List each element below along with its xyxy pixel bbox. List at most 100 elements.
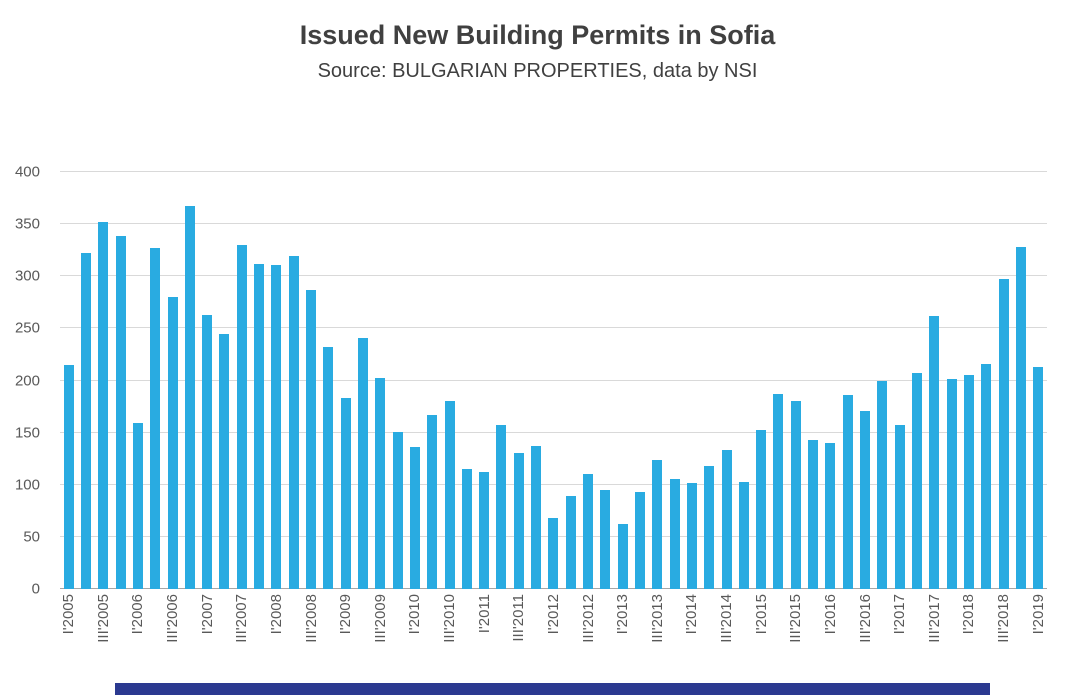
x-tick-label: III'2006 [164, 594, 182, 643]
bar [600, 489, 611, 589]
x-tick-slot: III'2014 [718, 594, 735, 684]
x-tick-label: I'2008 [267, 594, 285, 635]
x-tick-slot: III'2011 [510, 594, 527, 684]
bar [808, 439, 819, 589]
bar-slot [1012, 172, 1029, 589]
x-tick-slot [458, 594, 475, 684]
y-tick-label: 350 [14, 215, 40, 233]
x-tick-slot: I'2005 [60, 594, 77, 684]
x-tick-label: I'2019 [1029, 594, 1047, 635]
x-tick-slot: III'2012 [579, 594, 597, 684]
x-tick-slot: I'2012 [545, 594, 562, 684]
bar [461, 469, 472, 589]
bar-slot [770, 172, 787, 589]
x-tick-slot: I'2010 [406, 594, 423, 684]
x-tick-label: I'2015 [752, 594, 770, 635]
bar-slot [822, 172, 839, 589]
x-tick-slot [978, 594, 995, 684]
x-tick-label: III'2013 [648, 594, 666, 643]
y-tick-label: 300 [14, 267, 40, 285]
x-tick-label: III'2012 [579, 594, 597, 643]
x-tick-label: III'2011 [510, 594, 528, 642]
bar-slot [77, 172, 94, 589]
x-tick-slot: III'2018 [995, 594, 1012, 684]
bars [60, 172, 1047, 589]
x-tick-slot: I'2017 [891, 594, 908, 684]
bar-slot [787, 172, 804, 589]
x-tick-slot [181, 594, 198, 684]
x-tick-slot: III'2008 [302, 594, 320, 684]
footer-bar [115, 683, 990, 695]
x-tick-label: I'2006 [129, 594, 147, 635]
gridline [60, 275, 1047, 277]
bar [219, 333, 230, 589]
bar [115, 235, 126, 589]
bar-slot [372, 172, 389, 589]
bar [548, 518, 559, 589]
bar-slot [199, 172, 216, 589]
bar [98, 222, 109, 589]
bar-slot [579, 172, 596, 589]
bar-slot [753, 172, 770, 589]
x-tick-slot: I'2019 [1030, 594, 1047, 684]
x-tick-label: I'2011 [475, 594, 493, 634]
gridline [60, 379, 1047, 381]
x-tick-slot [874, 594, 891, 684]
bar [963, 375, 974, 589]
bar-slot [320, 172, 337, 589]
x-tick-label: I'2018 [960, 594, 978, 635]
bar [288, 256, 299, 589]
x-tick-label: I'2012 [544, 594, 562, 635]
bar [894, 425, 905, 589]
bar [842, 395, 853, 589]
x-tick-label: III'2014 [718, 594, 736, 643]
y-tick-label: 0 [31, 580, 40, 598]
bar-slot [250, 172, 267, 589]
bar-slot [527, 172, 544, 589]
x-tick-slot: I'2009 [337, 594, 354, 684]
y-tick-label: 400 [14, 163, 40, 181]
bar-slot [960, 172, 977, 589]
bar [1033, 366, 1044, 589]
bar-slot [302, 172, 319, 589]
gridline [60, 327, 1047, 329]
bar [911, 373, 922, 589]
x-tick-slot: I'2008 [268, 594, 285, 684]
x-tick-slot [493, 594, 510, 684]
y-tick-label: 200 [14, 372, 40, 389]
bar-slot [285, 172, 302, 589]
bar [773, 394, 784, 589]
x-tick-label: III'2009 [371, 594, 389, 643]
x-tick-slot [908, 594, 925, 684]
x-tick-label: I'2005 [60, 594, 78, 635]
x-tick-label: I'2016 [821, 594, 839, 635]
bar-slot [562, 172, 579, 589]
x-tick-slot: III'2006 [164, 594, 181, 684]
bar [634, 492, 645, 589]
gridline [60, 483, 1047, 485]
x-tick-label: I'2009 [337, 594, 355, 635]
bar-slot [389, 172, 406, 589]
bar [340, 398, 351, 589]
bar-slot [701, 172, 718, 589]
bar [150, 248, 161, 589]
bar [721, 450, 732, 589]
bar [756, 429, 767, 589]
bar-slot [735, 172, 752, 589]
x-axis: I'2005 III'2005 I'2006 III'2006 I'2007 III'20… [60, 594, 1047, 684]
x-tick-label: III'2010 [441, 594, 459, 643]
bar [392, 431, 403, 589]
x-tick-slot [597, 594, 614, 684]
bar-slot [718, 172, 735, 589]
bar-slot [545, 172, 562, 589]
bar [80, 253, 91, 589]
bar [565, 496, 576, 589]
bar [860, 410, 871, 589]
bar-slot [181, 172, 198, 589]
bar [825, 443, 836, 589]
x-tick-slot: I'2011 [476, 594, 493, 684]
x-tick-slot [770, 594, 787, 684]
bar [306, 289, 317, 589]
bar-slot [943, 172, 960, 589]
